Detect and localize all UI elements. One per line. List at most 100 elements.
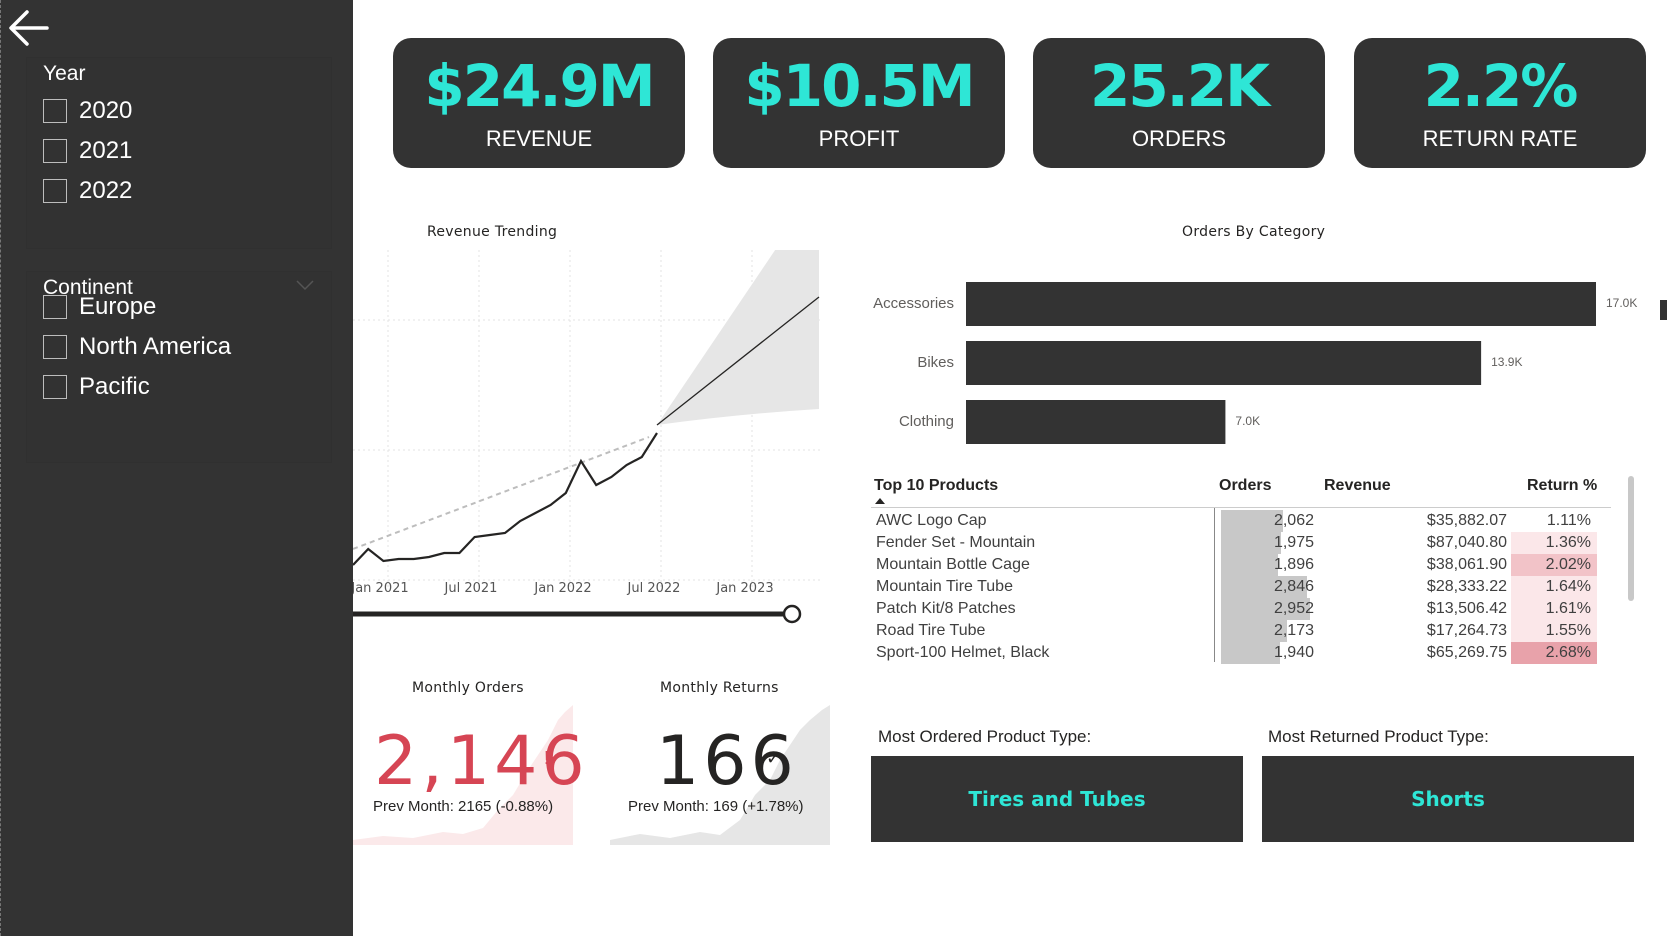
x-tick-label: Jul 2021 xyxy=(444,581,498,596)
table-row[interactable]: Fender Set - Mountain 1,975 $87,040.80 1.36… xyxy=(871,532,1611,554)
continent-option-label: North America xyxy=(79,333,232,360)
orders-value: 2,846 xyxy=(1273,578,1314,595)
year-option-label: 2022 xyxy=(79,177,133,204)
monthly-orders-prev: Prev Month: 2165 (-0.88%) xyxy=(373,798,554,815)
orders-value: 1,975 xyxy=(1273,534,1314,551)
year-option-label: 2020 xyxy=(79,97,133,124)
product-name: Mountain Bottle Cage xyxy=(876,556,1030,573)
category-bar[interactable] xyxy=(966,282,1596,326)
header-revenue[interactable]: Revenue xyxy=(1324,477,1391,494)
table-row[interactable]: Road Tire Tube 2,173 $17,264.73 1.55% xyxy=(871,620,1611,642)
forecast-band xyxy=(657,250,819,425)
table-row[interactable]: Sport-100 Helmet, Black 1,940 $65,269.75 2.… xyxy=(871,642,1611,664)
monthly-orders-title: Monthly Orders xyxy=(412,680,524,696)
year-slicer-title: Year xyxy=(43,62,86,85)
return-value: 1.61% xyxy=(1511,598,1597,620)
bar-value-label: 13.9K xyxy=(1491,355,1522,369)
orders-by-category-chart[interactable]: Accessories 17.0K Bikes 13.9K Clothing 7.0K xyxy=(866,270,1656,460)
filter-sidebar: Year 2020 2021 2022 Continent Europe xyxy=(0,0,353,936)
x-tick-label: Jul 2022 xyxy=(627,581,681,596)
table-header: Top 10 Products Orders Revenue Return % xyxy=(871,476,1611,508)
checkbox[interactable] xyxy=(43,375,67,399)
most-returned-value: Shorts xyxy=(1411,787,1485,811)
orders-value: 2,062 xyxy=(1273,512,1314,529)
monthly-returns-prev: Prev Month: 169 (+1.78%) xyxy=(628,798,804,815)
table-row[interactable]: Mountain Bottle Cage 1,896 $38,061.90 2.02% xyxy=(871,554,1611,576)
year-option-2021[interactable]: 2021 xyxy=(43,136,132,166)
monthly-returns-value: 166 xyxy=(656,722,798,801)
year-option-2022[interactable]: 2022 xyxy=(43,176,132,206)
table-scrollbar[interactable] xyxy=(1628,476,1634,601)
top-products-table: Top 10 Products Orders Revenue Return % … xyxy=(871,476,1611,666)
kpi-card-orders: 25.2K ORDERS xyxy=(1033,38,1325,168)
orders-value: 2,952 xyxy=(1273,600,1314,617)
orders-databar xyxy=(1221,532,1281,554)
range-slider-handle[interactable] xyxy=(782,604,802,624)
monthly-returns-title: Monthly Returns xyxy=(660,680,779,696)
continent-option-label: Europe xyxy=(79,293,157,320)
continent-option-europe[interactable]: Europe xyxy=(43,292,156,322)
continent-slicer: Continent Europe North America Pacific xyxy=(27,272,331,462)
sort-ascending-icon xyxy=(875,498,885,504)
category-bar[interactable] xyxy=(966,341,1482,385)
orders-databar xyxy=(1221,554,1278,576)
product-name: Road Tire Tube xyxy=(876,622,986,639)
checkbox[interactable] xyxy=(43,335,67,359)
continent-slicer-title: Continent xyxy=(43,276,133,299)
kpi-label: REVENUE xyxy=(485,126,593,151)
header-product[interactable]: Top 10 Products xyxy=(874,477,999,494)
return-value: 1.36% xyxy=(1511,532,1597,554)
bar-value-label: 7.0K xyxy=(1235,414,1260,428)
most-returned-card: Shorts xyxy=(1262,756,1634,842)
x-tick-label: Jan 2023 xyxy=(715,581,773,596)
category-bar[interactable] xyxy=(966,400,1226,444)
category-label: Bikes xyxy=(917,354,954,371)
checkbox[interactable] xyxy=(43,139,67,163)
year-slicer: Year 2020 2021 2022 xyxy=(27,58,331,248)
table-row[interactable]: Patch Kit/8 Patches 2,952 $13,506.42 1.61% xyxy=(871,598,1611,620)
revenue-line xyxy=(353,432,658,566)
most-ordered-label: Most Ordered Product Type: xyxy=(878,727,1092,746)
checkbox[interactable] xyxy=(43,179,67,203)
table-row[interactable]: AWC Logo Cap 2,062 $35,882.07 1.11% xyxy=(871,510,1611,532)
table-row[interactable]: Mountain Tire Tube 2,846 $28,333.22 1.64% xyxy=(871,576,1611,598)
kpi-value: $24.9M xyxy=(424,52,655,120)
continent-option-north-america[interactable]: North America xyxy=(43,332,231,362)
checkbox[interactable] xyxy=(43,99,67,123)
return-value: 1.64% xyxy=(1511,576,1597,598)
return-value: 1.55% xyxy=(1511,620,1597,642)
header-orders[interactable]: Orders xyxy=(1219,477,1272,494)
most-ordered-card: Tires and Tubes xyxy=(871,756,1243,842)
chevron-down-icon[interactable] xyxy=(295,278,315,292)
monthly-orders-sparkline xyxy=(353,705,573,845)
category-label: Accessories xyxy=(873,295,954,312)
revenue-value: $38,061.90 xyxy=(1426,556,1507,573)
revenue-trending-title: Revenue Trending xyxy=(427,224,558,240)
arrow-left-icon[interactable] xyxy=(7,6,51,50)
continent-option-pacific[interactable]: Pacific xyxy=(43,372,150,402)
revenue-trending-chart[interactable]: Jan 2021 Jul 2021 Jan 2022 Jul 2022 Jan 2023 xyxy=(353,250,833,670)
product-name: Sport-100 Helmet, Black xyxy=(876,644,1050,661)
product-name: Fender Set - Mountain xyxy=(876,534,1036,551)
category-label: Clothing xyxy=(899,413,954,430)
year-option-2020[interactable]: 2020 xyxy=(43,96,132,126)
kpi-card-profit: $10.5M PROFIT xyxy=(713,38,1005,168)
check-icon: ✓ xyxy=(766,748,782,769)
orders-databar xyxy=(1221,510,1283,532)
column-divider xyxy=(1214,508,1215,662)
alert-icon: ! xyxy=(544,748,550,768)
most-returned-label: Most Returned Product Type: xyxy=(1268,727,1489,746)
forecast-line xyxy=(656,296,820,426)
kpi-card-return-rate: 2.2% RETURN RATE xyxy=(1354,38,1646,168)
product-name: Mountain Tire Tube xyxy=(876,578,1013,595)
return-value: 2.68% xyxy=(1511,642,1597,664)
x-tick-label: Jan 2022 xyxy=(533,581,591,596)
trend-line xyxy=(353,436,650,550)
orders-value: 1,896 xyxy=(1273,556,1314,573)
panel-edge xyxy=(1660,300,1667,320)
checkbox[interactable] xyxy=(43,295,67,319)
orders-value: 1,940 xyxy=(1273,644,1314,661)
header-return[interactable]: Return % xyxy=(1527,477,1598,494)
return-value: 2.02% xyxy=(1511,554,1597,576)
